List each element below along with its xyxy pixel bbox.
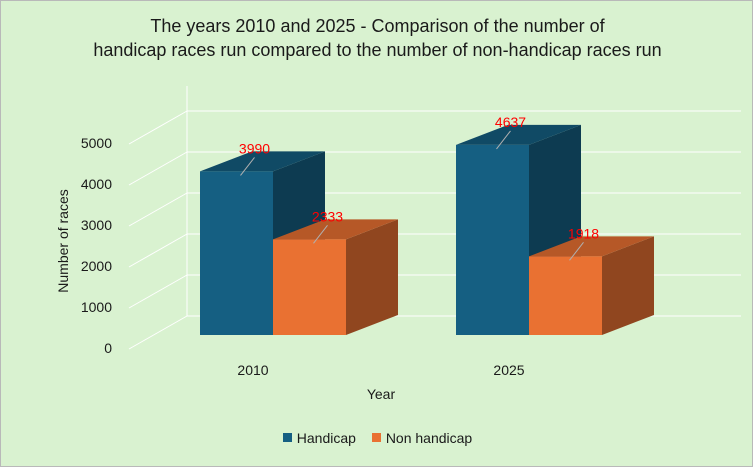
x-tick-label: 2010 bbox=[237, 362, 268, 378]
chart-title: The years 2010 and 2025 - Comparison of … bbox=[1, 14, 753, 62]
data-labels: 3990 2333 4637 1918 bbox=[239, 114, 599, 261]
x-axis-ticks: 2010 2025 bbox=[237, 362, 524, 378]
legend-label-non-handicap: Non handicap bbox=[385, 429, 473, 446]
bar-front bbox=[200, 171, 273, 335]
bar-side bbox=[346, 219, 398, 335]
x-axis-title: Year bbox=[367, 386, 396, 402]
legend-swatch-non-handicap bbox=[371, 433, 381, 442]
gridline-depth bbox=[128, 274, 188, 309]
legend: Handicap Non handicap bbox=[1, 429, 753, 446]
y-tick-label: 2000 bbox=[81, 258, 112, 274]
data-label-leader bbox=[496, 130, 511, 150]
bar-non-handicap-2025 bbox=[529, 236, 654, 335]
bar-side bbox=[602, 236, 654, 335]
data-label: 4637 bbox=[495, 114, 526, 130]
data-label: 1918 bbox=[568, 225, 599, 241]
data-label-leader bbox=[313, 225, 328, 244]
gridline-depth bbox=[128, 192, 188, 227]
bar-front bbox=[529, 256, 602, 335]
legend-item-non-handicap: Non handicap bbox=[371, 429, 473, 446]
bar-non-handicap-2010 bbox=[273, 219, 398, 335]
bars bbox=[200, 124, 654, 336]
y-tick-label: 3000 bbox=[81, 217, 112, 233]
chart-title-line-2: handicap races run compared to the numbe… bbox=[93, 40, 662, 60]
y-tick-label: 5000 bbox=[81, 135, 112, 151]
gridline-depth bbox=[128, 110, 188, 145]
bar-front bbox=[456, 144, 529, 335]
x-tick-label: 2025 bbox=[493, 362, 524, 378]
gridline-depth bbox=[128, 315, 188, 350]
legend-label-handicap: Handicap bbox=[296, 429, 356, 446]
bar-top bbox=[200, 151, 325, 172]
y-axis-title: Number of races bbox=[55, 189, 71, 292]
gridline-depth bbox=[128, 151, 188, 186]
bar-front bbox=[273, 239, 346, 335]
data-label: 3990 bbox=[239, 140, 270, 156]
bar-top bbox=[529, 236, 654, 257]
y-axis-ticks: 0 1000 2000 3000 4000 5000 bbox=[81, 135, 112, 356]
gridline-depth bbox=[128, 233, 188, 268]
y-tick-label: 0 bbox=[104, 340, 112, 356]
legend-swatch-handicap bbox=[282, 433, 292, 442]
legend-item-handicap: Handicap bbox=[282, 429, 356, 446]
data-label-leader bbox=[569, 242, 584, 261]
chart-title-line-1: The years 2010 and 2025 - Comparison of … bbox=[150, 16, 605, 36]
y-tick-label: 4000 bbox=[81, 176, 112, 192]
y-tick-label: 1000 bbox=[81, 299, 112, 315]
bar-top bbox=[456, 124, 581, 145]
data-label: 2333 bbox=[312, 208, 343, 224]
bar-top bbox=[273, 219, 398, 240]
data-label-leader bbox=[240, 157, 255, 176]
